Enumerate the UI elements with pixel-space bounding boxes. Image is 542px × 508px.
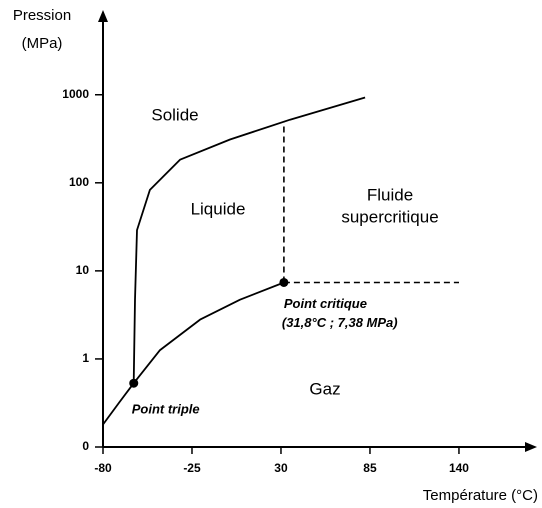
point-marker (129, 378, 139, 388)
y-tick-label: 0 (82, 439, 89, 453)
phase-curve (102, 382, 135, 426)
phase-curve (132, 281, 285, 384)
y-tick-label: 100 (69, 175, 89, 189)
region-label: Fluide (367, 185, 413, 204)
x-tick-label: 85 (363, 461, 377, 475)
x-tick-label: -80 (94, 461, 112, 475)
region-label: Solide (151, 105, 198, 124)
region-label: supercritique (341, 207, 438, 226)
y-tick-label: 10 (76, 263, 90, 277)
region-label: Gaz (309, 379, 340, 398)
x-axis-label: Température (°C) (423, 487, 538, 504)
point-marker (279, 277, 289, 287)
y-tick-label: 1 (82, 351, 89, 365)
x-tick-label: -25 (183, 461, 201, 475)
region-label: Liquide (191, 199, 246, 218)
point-label: Point triple (132, 402, 200, 417)
phase-curve (132, 96, 366, 384)
y-axis-arrow (98, 10, 108, 22)
y-axis-label: Pression (13, 7, 71, 24)
x-axis-arrow (525, 442, 537, 452)
x-tick-label: 140 (449, 461, 469, 475)
y-axis-label: (MPa) (22, 35, 63, 52)
x-tick-label: 30 (274, 461, 288, 475)
point-label: Point critique (284, 296, 367, 311)
y-tick-label: 1000 (62, 87, 89, 101)
point-sublabel: (31,8°C ; 7,38 MPa) (282, 315, 398, 330)
